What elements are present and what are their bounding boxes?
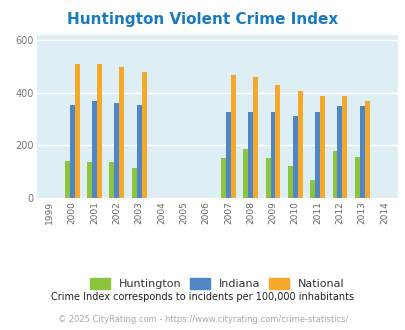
Bar — [109, 162, 114, 198]
Bar — [141, 72, 146, 198]
Bar — [230, 75, 235, 198]
Bar — [132, 168, 136, 198]
Bar — [319, 96, 324, 198]
Bar — [354, 157, 359, 198]
Bar — [270, 112, 275, 198]
Bar — [364, 101, 369, 198]
Bar — [70, 105, 75, 198]
Bar — [97, 64, 102, 198]
Text: Crime Index corresponds to incidents per 100,000 inhabitants: Crime Index corresponds to incidents per… — [51, 292, 354, 302]
Bar — [87, 162, 92, 198]
Bar — [314, 112, 319, 198]
Bar — [292, 116, 297, 198]
Bar — [136, 105, 141, 198]
Legend: Huntington, Indiana, National: Huntington, Indiana, National — [85, 274, 348, 294]
Bar — [265, 158, 270, 198]
Text: Huntington Violent Crime Index: Huntington Violent Crime Index — [67, 12, 338, 26]
Bar — [297, 91, 302, 198]
Bar — [337, 106, 341, 198]
Bar — [75, 64, 79, 198]
Bar — [114, 103, 119, 198]
Bar — [247, 112, 252, 198]
Bar — [252, 77, 258, 198]
Bar — [65, 161, 70, 198]
Bar — [359, 106, 364, 198]
Bar — [275, 85, 279, 198]
Bar — [220, 158, 225, 198]
Text: © 2025 CityRating.com - https://www.cityrating.com/crime-statistics/: © 2025 CityRating.com - https://www.city… — [58, 315, 347, 324]
Bar — [287, 166, 292, 198]
Bar — [225, 112, 230, 198]
Bar — [119, 67, 124, 198]
Bar — [332, 150, 337, 198]
Bar — [243, 149, 247, 198]
Bar — [341, 96, 346, 198]
Bar — [309, 180, 314, 198]
Bar — [92, 101, 97, 198]
